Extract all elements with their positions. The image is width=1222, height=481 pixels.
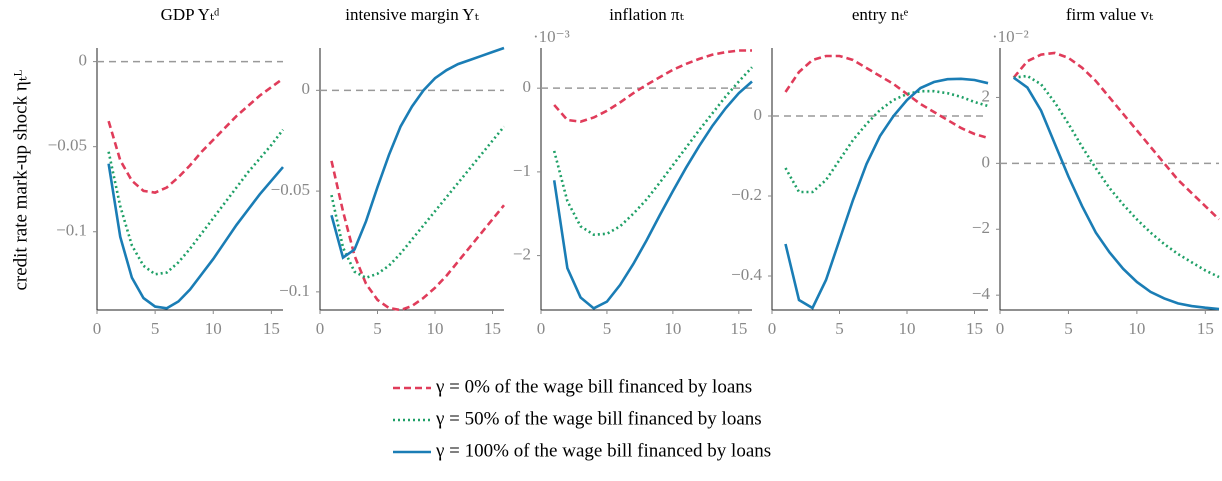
subplot-title: intensive margin Yₜ — [345, 5, 479, 24]
series-line — [1012, 76, 1220, 311]
series-line — [107, 77, 284, 194]
subplot-title: GDP Yₜᵈ — [161, 5, 220, 24]
series-line — [784, 77, 989, 310]
series-line — [552, 66, 753, 236]
x-tick-label: 5 — [1064, 319, 1073, 338]
series-line — [107, 163, 284, 310]
x-tick-label: 10 — [664, 319, 681, 338]
x-tick-label: 15 — [263, 319, 280, 338]
y-tick-label: 0 — [523, 77, 532, 96]
x-tick-label: 0 — [768, 319, 777, 338]
x-tick-label: 10 — [899, 319, 916, 338]
y-tick-label: 0 — [754, 105, 763, 124]
x-tick-label: 0 — [316, 319, 325, 338]
legend-label: γ = 0% of the wage bill financed by loan… — [435, 376, 752, 397]
y-tick-label: 0 — [982, 152, 991, 171]
series-line — [552, 80, 753, 310]
series-line — [784, 89, 989, 194]
series-line — [1012, 51, 1220, 221]
series-line — [330, 46, 505, 260]
series-line — [330, 125, 506, 280]
y-tick-label: −0.05 — [271, 180, 310, 199]
x-tick-label: 0 — [537, 319, 546, 338]
y-tick-label: −2 — [513, 244, 531, 263]
y-tick-label: −2 — [972, 218, 990, 237]
legend-label: γ = 100% of the wage bill financed by lo… — [435, 440, 771, 461]
x-tick-label: 0 — [93, 319, 102, 338]
series-line — [1013, 74, 1220, 279]
series-line — [107, 128, 285, 276]
x-tick-label: 15 — [1197, 319, 1214, 338]
subplot-title: inflation πₜ — [609, 5, 684, 24]
y-tick-label: −1 — [513, 161, 531, 180]
y-tick-label: −4 — [972, 284, 991, 303]
x-tick-label: 15 — [966, 319, 983, 338]
y-tick-label: 2 — [982, 86, 991, 105]
legend-label: γ = 50% of the wage bill financed by loa… — [435, 408, 762, 429]
y-tick-label: 0 — [79, 51, 88, 70]
series-line — [553, 49, 752, 123]
series-line — [784, 54, 989, 140]
y-axis-label: credit rate mark-up shock ηₜᴸ — [10, 69, 31, 290]
y-tick-label: −0.2 — [731, 185, 762, 204]
x-tick-label: 15 — [730, 319, 747, 338]
x-tick-label: 10 — [205, 319, 222, 338]
y-tick-label: −0.1 — [279, 281, 310, 300]
x-tick-label: 10 — [427, 319, 444, 338]
x-tick-label: 0 — [996, 319, 1005, 338]
y-tick-label: 0 — [302, 79, 311, 98]
subplot-title: entry nₜᵉ — [852, 5, 909, 24]
subplot-title: firm value vₜ — [1066, 5, 1154, 24]
x-tick-label: 5 — [835, 319, 844, 338]
x-tick-label: 10 — [1128, 319, 1145, 338]
x-tick-label: 5 — [603, 319, 612, 338]
axis-scale-label: ·10⁻² — [992, 27, 1029, 46]
axis-scale-label: ·10⁻³ — [533, 27, 570, 46]
y-tick-label: −0.1 — [56, 221, 87, 240]
x-tick-label: 5 — [151, 319, 160, 338]
y-tick-label: −0.4 — [731, 265, 762, 284]
x-tick-label: 15 — [484, 319, 501, 338]
x-tick-label: 5 — [373, 319, 382, 338]
y-tick-label: −0.05 — [48, 136, 87, 155]
series-line — [330, 160, 506, 312]
